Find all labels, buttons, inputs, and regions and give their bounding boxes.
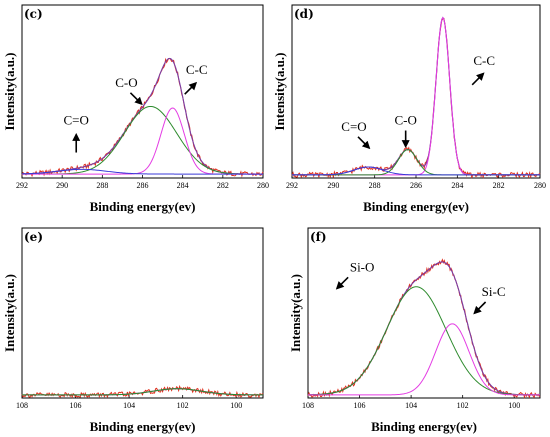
annotation-arrow	[184, 81, 198, 95]
component-curve	[292, 166, 540, 176]
component-curve	[22, 107, 263, 175]
peak-annotation: C-C	[473, 53, 495, 68]
component-curve	[22, 105, 263, 175]
x-tick-label: 288	[96, 181, 108, 190]
envelope-curve	[21, 57, 263, 175]
x-tick-label: 108	[16, 401, 28, 410]
panel-f: (f) 108 106 104 102 100 Binding energy(ev) Inte…	[288, 227, 541, 434]
annotation-arrow	[129, 92, 143, 106]
x-tick-label: 100	[508, 401, 520, 410]
x-tick-label: 102	[457, 401, 469, 410]
peak-annotation: C-C	[186, 62, 208, 77]
x-axis-title: Binding energy(ev)	[371, 419, 477, 434]
panel-label: (c)	[24, 7, 43, 21]
component-curve	[21, 168, 263, 175]
x-tick-label: 108	[302, 401, 314, 410]
peak-annotation: C-O	[115, 75, 137, 90]
x-tick-label: 292	[286, 181, 298, 190]
y-axis-title: Intensity(a.u.)	[288, 274, 303, 352]
x-axis-title: Binding energy(ev)	[90, 199, 196, 214]
peak-annotation: C=O	[341, 119, 366, 134]
component-curve	[292, 16, 540, 176]
component-curve	[307, 286, 540, 396]
panel-c: (c) 292 290 288 286 284 282 280 Binding energy(e…	[2, 4, 269, 214]
y-axis-title: Intensity(a.u.)	[2, 52, 17, 130]
x-tick-label: 292	[16, 181, 28, 190]
x-tick-label: 102	[177, 401, 189, 410]
x-tick-label: 106	[70, 401, 82, 410]
panel-label: (d)	[294, 7, 314, 21]
x-tick-label: 106	[354, 401, 366, 410]
x-tick-label: 284	[451, 181, 463, 190]
x-tick-label: 282	[217, 181, 229, 190]
x-tick-label: 286	[137, 181, 149, 190]
annotation-arrow	[357, 136, 371, 150]
x-tick-label: 280	[257, 181, 269, 190]
x-tick-label: 288	[369, 181, 381, 190]
x-tick-label: 286	[410, 181, 422, 190]
plot-frame	[291, 4, 541, 179]
x-tick-label: 104	[123, 401, 135, 410]
envelope-curve	[292, 16, 540, 176]
x-tick-label: 104	[405, 401, 417, 410]
x-tick-label: 290	[56, 181, 68, 190]
x-tick-label: 280	[534, 181, 546, 190]
annotation-arrow	[473, 301, 487, 315]
panel-d: (d) 292 290 288 286 284 282 280 Binding energy(e…	[272, 4, 546, 214]
component-curve	[308, 323, 540, 396]
component-curve	[22, 388, 263, 396]
x-tick-label: 284	[177, 181, 189, 190]
panel-e: (e) 108 106 104 102 100 Binding energy(ev) Inte…	[2, 227, 264, 434]
component-curve	[292, 149, 540, 176]
peak-annotation: C-O	[394, 113, 416, 128]
panel-label: (e)	[24, 230, 43, 244]
plot-frame	[307, 227, 541, 399]
x-tick-label: 282	[493, 181, 505, 190]
plot-frame	[21, 4, 264, 179]
plot-frame	[21, 227, 264, 399]
raw-curve	[291, 17, 541, 179]
annotation-arrow	[471, 72, 485, 86]
raw-curve	[21, 384, 264, 399]
x-axis-title: Binding energy(ev)	[363, 199, 469, 214]
y-axis-title: Intensity(a.u.)	[2, 274, 17, 352]
panel-label: (f)	[310, 230, 327, 244]
x-tick-label: 100	[230, 401, 242, 410]
y-axis-title: Intensity(a.u.)	[272, 52, 287, 130]
x-axis-title: Binding energy(ev)	[90, 419, 196, 434]
raw-curve	[21, 57, 264, 178]
annotation-arrow	[335, 276, 349, 290]
raw-curve	[307, 258, 541, 399]
peak-annotation: Si-C	[482, 284, 506, 299]
peak-annotation: Si-O	[350, 259, 375, 274]
peak-annotation: C=O	[64, 113, 89, 128]
x-tick-label: 290	[327, 181, 339, 190]
